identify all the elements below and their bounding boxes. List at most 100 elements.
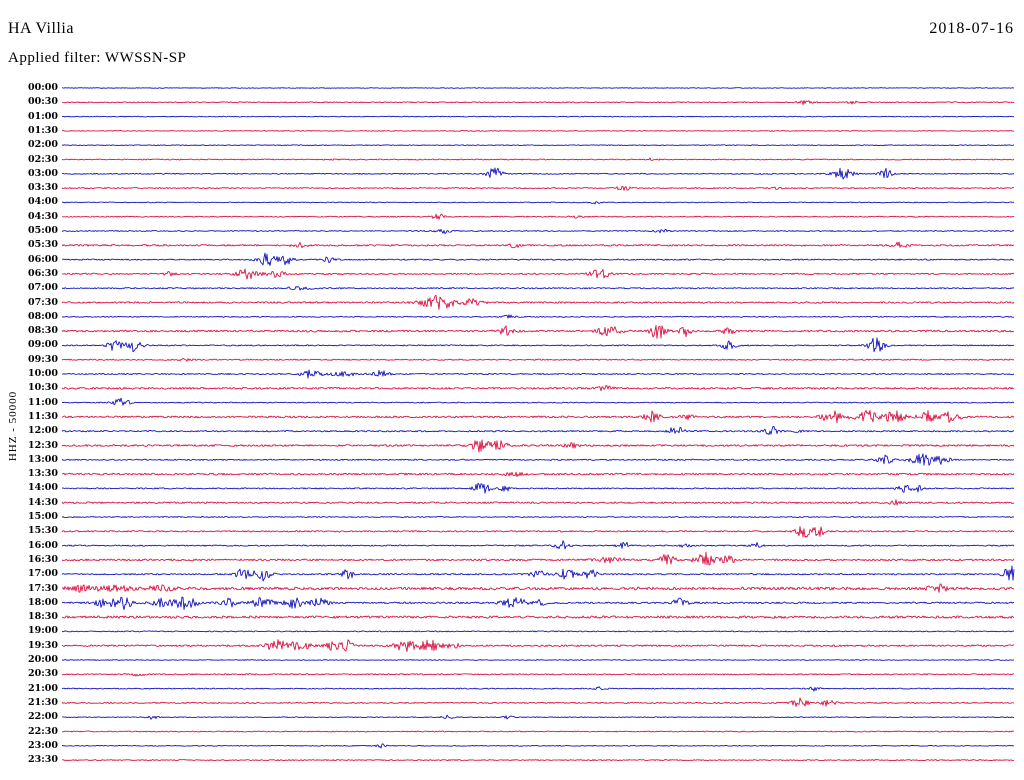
trace-0100 — [61, 115, 1015, 118]
time-label-1000: 10:00 — [28, 368, 58, 379]
time-label-1400: 14:00 — [28, 482, 58, 494]
trace-1930 — [61, 639, 1015, 653]
trace-2000 — [61, 659, 1015, 661]
trace-2330 — [61, 759, 1015, 762]
trace-2100 — [61, 686, 1015, 692]
trace-0800 — [61, 314, 1015, 319]
trace-2030 — [61, 673, 1015, 677]
time-label-1230: 12:30 — [28, 439, 58, 451]
time-label-1530: 15:30 — [28, 525, 58, 537]
trace-0630 — [61, 268, 1015, 280]
time-label-0100: 01:00 — [28, 110, 58, 122]
trace-0930 — [61, 357, 1015, 362]
time-label-0130: 01:30 — [28, 124, 58, 136]
time-label-0200: 02:00 — [28, 139, 58, 151]
record-date: 2018-07-16 — [929, 20, 1014, 37]
time-label-1200: 12:00 — [28, 425, 58, 437]
time-label-1100: 11:00 — [28, 396, 58, 408]
trace-0900 — [61, 337, 1015, 353]
time-label-0300: 03:00 — [28, 167, 58, 179]
time-label-1500: 15:00 — [28, 511, 58, 522]
time-label-1330: 13:30 — [28, 468, 58, 480]
time-label-1800: 18:00 — [28, 596, 58, 608]
time-label-0930: 09:30 — [28, 353, 58, 365]
trace-1800 — [61, 596, 1015, 611]
time-label-1730: 17:30 — [28, 582, 58, 594]
trace-1730 — [61, 583, 1015, 593]
trace-1330 — [61, 471, 1015, 478]
trace-0030 — [61, 99, 1015, 106]
time-label-0400: 04:00 — [28, 196, 58, 208]
trace-2230 — [61, 730, 1015, 733]
time-label-0900: 09:00 — [28, 339, 58, 351]
trace-0000 — [61, 87, 1015, 89]
trace-0200 — [61, 144, 1015, 147]
time-label-1130: 11:30 — [28, 410, 58, 422]
trace-1630 — [61, 551, 1015, 566]
trace-0230 — [61, 157, 1015, 162]
trace-2300 — [61, 743, 1015, 749]
time-label-1700: 17:00 — [28, 568, 58, 580]
time-label-1030: 10:30 — [28, 382, 58, 394]
time-label-2130: 21:30 — [28, 696, 58, 708]
time-label-1830: 18:30 — [28, 611, 58, 623]
time-label-2330: 23:30 — [28, 754, 58, 766]
time-label-2000: 20:00 — [28, 654, 58, 665]
trace-1230 — [61, 439, 1015, 453]
time-label-0230: 02:30 — [28, 153, 58, 165]
time-label-0030: 00:30 — [28, 96, 58, 108]
time-label-0700: 07:00 — [28, 282, 58, 294]
trace-1700 — [61, 565, 1015, 582]
time-label-0830: 08:30 — [28, 325, 58, 337]
station-name: HA Villia — [8, 20, 74, 37]
trace-0700 — [61, 286, 1015, 291]
trace-2200 — [61, 714, 1015, 720]
trace-0730 — [61, 294, 1015, 310]
filter-label: Applied filter: WWSSN-SP — [8, 50, 187, 66]
trace-0300 — [61, 167, 1015, 180]
time-label-0730: 07:30 — [28, 296, 58, 308]
trace-0530 — [61, 241, 1015, 249]
time-label-0530: 05:30 — [28, 239, 58, 251]
trace-1600 — [61, 540, 1015, 550]
trace-1830 — [61, 615, 1015, 619]
trace-1900 — [61, 630, 1015, 633]
time-label-1430: 14:30 — [28, 496, 58, 508]
trace-0330 — [61, 185, 1015, 191]
time-label-0630: 06:30 — [28, 267, 58, 279]
trace-1500 — [61, 516, 1015, 518]
time-label-1600: 16:00 — [28, 539, 58, 551]
time-label-0000: 00:00 — [28, 82, 58, 93]
time-label-2100: 21:00 — [28, 682, 58, 694]
trace-0600 — [61, 252, 1015, 266]
time-label-2030: 20:30 — [28, 668, 58, 680]
time-label-0600: 06:00 — [28, 253, 58, 265]
time-label-2230: 22:30 — [28, 725, 58, 737]
trace-1200 — [61, 426, 1015, 435]
trace-1300 — [61, 453, 1015, 466]
trace-1130 — [61, 409, 1015, 424]
time-label-2200: 22:00 — [28, 711, 58, 723]
time-label-0430: 04:30 — [28, 210, 58, 222]
trace-1100 — [61, 397, 1015, 406]
trace-1000 — [61, 369, 1015, 379]
time-label-0330: 03:30 — [28, 182, 58, 194]
trace-0500 — [61, 228, 1015, 235]
time-label-2300: 23:00 — [28, 739, 58, 751]
time-label-1900: 19:00 — [28, 625, 58, 637]
trace-0830 — [61, 324, 1015, 339]
trace-0130 — [61, 130, 1015, 132]
time-label-0500: 05:00 — [28, 225, 58, 236]
time-label-1630: 16:30 — [28, 553, 58, 565]
time-label-0800: 08:00 — [28, 310, 58, 322]
trace-0400 — [61, 201, 1015, 205]
trace-1400 — [61, 482, 1015, 494]
trace-1030 — [61, 385, 1015, 392]
trace-2130 — [61, 697, 1015, 707]
trace-1530 — [61, 526, 1015, 538]
trace-0430 — [61, 213, 1015, 220]
time-label-1930: 19:30 — [28, 639, 58, 651]
time-label-1300: 13:00 — [28, 453, 58, 465]
